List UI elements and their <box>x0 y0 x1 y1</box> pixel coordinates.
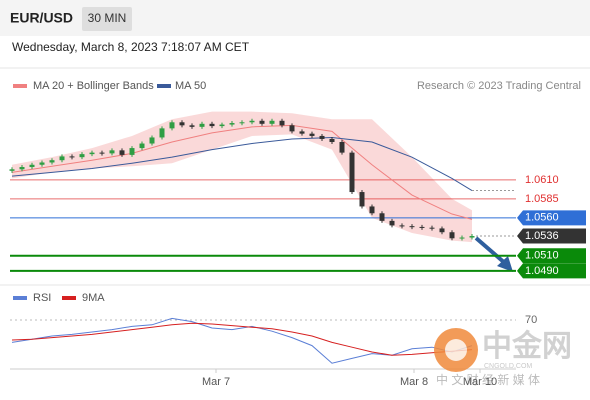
candle <box>39 162 45 165</box>
candle <box>419 226 425 228</box>
legend-swatch <box>13 84 27 88</box>
legend-swatch <box>13 296 27 300</box>
candle <box>239 122 245 124</box>
legend-swatch <box>62 296 76 300</box>
x-tick-label: Mar 8 <box>400 376 428 388</box>
candle <box>339 142 345 153</box>
legend-label: 9MA <box>82 292 105 304</box>
credit: Research © 2023 Trading Central <box>417 80 581 92</box>
candle <box>439 228 445 233</box>
candle <box>449 232 455 239</box>
candle <box>149 137 155 144</box>
candle <box>159 128 165 138</box>
candle <box>359 192 365 207</box>
candle <box>379 213 385 221</box>
level-box <box>517 263 586 279</box>
candle <box>119 150 125 155</box>
ma-line <box>11 124 473 220</box>
candle <box>49 160 55 163</box>
candle <box>189 125 195 127</box>
x-tick-label: Mar 7 <box>202 376 230 388</box>
candle <box>309 133 315 136</box>
candle <box>139 143 145 149</box>
candle <box>59 156 65 161</box>
timestamp: Wednesday, March 8, 2023 7:18:07 AM CET <box>12 40 250 54</box>
candle <box>319 135 325 139</box>
candle <box>389 220 395 226</box>
candle <box>179 122 185 126</box>
candle <box>19 167 25 170</box>
interval[interactable]: 30 MIN <box>88 11 127 25</box>
candle <box>399 225 405 227</box>
ma-line <box>11 136 473 191</box>
level-label: 1.0560 <box>525 212 559 224</box>
candle <box>9 169 15 171</box>
candle <box>289 125 295 132</box>
watermark-logo-inner <box>445 339 467 361</box>
candle <box>329 138 335 143</box>
symbol: EUR/USD <box>10 10 73 26</box>
candle <box>199 123 205 127</box>
watermark: 中金网 CNGOLD.COM 中 文 财 经 新 媒 体 <box>434 328 572 387</box>
candle <box>89 152 95 155</box>
level-box <box>517 210 586 226</box>
candle <box>29 164 35 168</box>
y-tick-label: 70 <box>525 314 537 326</box>
candle <box>469 236 475 238</box>
level-box <box>517 228 586 244</box>
rsi-line <box>11 322 473 356</box>
level-label: 1.0610 <box>525 174 559 186</box>
candle <box>79 154 85 158</box>
candle <box>209 123 215 127</box>
legend-swatch <box>157 84 171 88</box>
candle <box>129 148 135 155</box>
candle <box>99 152 105 154</box>
legend-label: MA 20 + Bollinger Bands <box>33 80 154 92</box>
bollinger-band <box>452 198 472 243</box>
level-label: 1.0585 <box>525 193 559 205</box>
candle <box>249 120 255 123</box>
candle <box>349 152 355 193</box>
forecast-arrowhead <box>497 256 513 272</box>
candle <box>229 123 235 125</box>
candle <box>269 120 275 124</box>
level-box <box>517 248 586 264</box>
bollinger-band <box>372 119 412 233</box>
watermark-name: 中金网 <box>482 329 572 363</box>
level-label: 1.0536 <box>525 230 559 242</box>
candle <box>279 120 285 126</box>
x-tick-label: Mar 10 <box>463 376 497 388</box>
candle <box>369 206 375 214</box>
watermark-site: CNGOLD.COM <box>484 363 532 370</box>
watermark-slogan: 中 文 财 经 新 媒 体 <box>436 372 540 387</box>
candle <box>259 120 265 124</box>
level-label: 1.0490 <box>525 265 559 277</box>
candle <box>299 131 305 134</box>
candle <box>459 237 465 239</box>
candle <box>429 227 435 229</box>
candle <box>169 122 175 129</box>
rsi-line <box>11 317 473 364</box>
legend-label: RSI <box>33 292 51 304</box>
candle <box>69 156 75 158</box>
candle <box>109 150 115 154</box>
candle <box>219 124 225 127</box>
level-label: 1.0510 <box>525 250 559 262</box>
forecast-arrow <box>474 236 508 266</box>
interval-box[interactable] <box>82 7 132 31</box>
candle <box>409 226 415 228</box>
legend-label: MA 50 <box>175 80 206 92</box>
